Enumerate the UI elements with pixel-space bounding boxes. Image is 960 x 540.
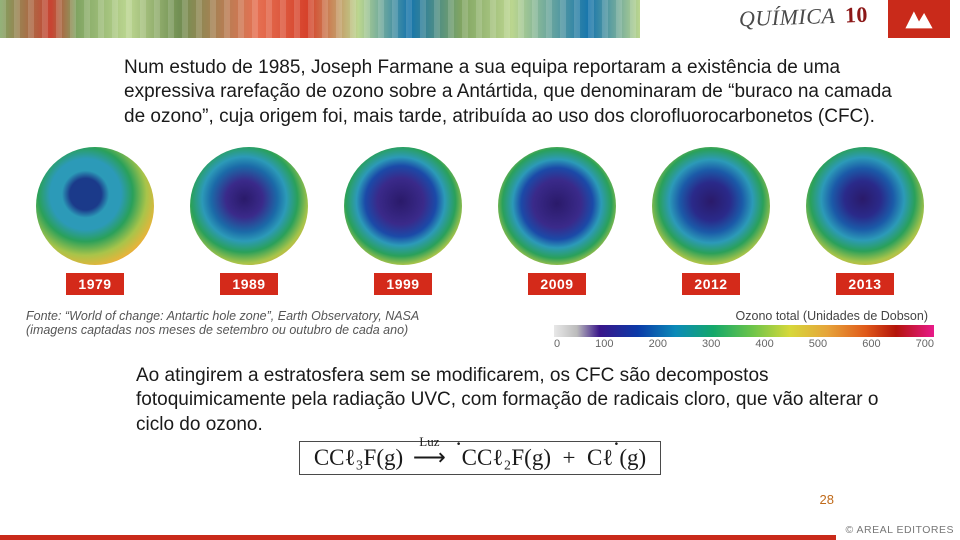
globe-column: 2013	[796, 147, 934, 295]
ozone-globe-row: 1979 1989 1999 2009 2012 2013	[0, 129, 960, 301]
scale-tick: 0	[554, 338, 560, 350]
ozone-globe	[652, 147, 770, 265]
ozone-globe	[36, 147, 154, 265]
formula-arrow-label: Luz	[419, 434, 439, 450]
scale-tick: 600	[862, 338, 880, 350]
globe-column: 2012	[642, 147, 780, 295]
paragraph-bottom: Ao atingirem a estratosfera sem se modif…	[136, 364, 908, 437]
slide-footer: © AREAL EDITORES	[0, 518, 960, 540]
globe-column: 1989	[180, 147, 318, 295]
header-title-number: 10	[845, 2, 869, 28]
footer-credit: © AREAL EDITORES	[845, 524, 954, 536]
caption-row: Fonte: “World of change: Antartic hole z…	[0, 301, 960, 350]
year-tag: 2012	[682, 273, 739, 295]
scale-tick: 500	[809, 338, 827, 350]
footer-bar	[0, 535, 836, 540]
formula-product1: CCℓ₂F(g)	[462, 445, 551, 470]
globe-column: 1999	[334, 147, 472, 295]
globe-column: 2009	[488, 147, 626, 295]
scale-tick: 200	[649, 338, 667, 350]
ozone-globe	[806, 147, 924, 265]
globe-column: 1979	[26, 147, 164, 295]
formula-arrow: Luz ⟶	[413, 445, 446, 471]
formula-row: CCℓ₃F(g) Luz ⟶ ˙CCℓ₂F(g) + Cℓ˙(g)	[0, 437, 960, 475]
ozone-globe	[344, 147, 462, 265]
slide-header: QUÍMICA 10	[0, 0, 960, 38]
ozone-scale: Ozono total (Unidades de Dobson) 0 100 200…	[554, 309, 934, 350]
formula-reactant: CCℓ₃F(g)	[314, 445, 403, 470]
radical-dot-1: ˙	[456, 439, 462, 459]
scale-tick: 400	[755, 338, 773, 350]
year-tag: 1999	[374, 273, 431, 295]
year-tag: 1979	[66, 273, 123, 295]
year-tag: 2009	[528, 273, 585, 295]
logo-icon	[902, 6, 936, 32]
formula-product2-tail: (g)	[619, 445, 646, 470]
scale-title: Ozono total (Unidades de Dobson)	[554, 309, 934, 323]
scale-tick: 300	[702, 338, 720, 350]
header-decoration	[0, 0, 640, 38]
caption-source-line1: Fonte: “World of change: Antartic hole z…	[26, 309, 419, 323]
publisher-logo	[888, 0, 950, 38]
ozone-globe	[190, 147, 308, 265]
paragraph-top: Num estudo de 1985, Joseph Farmane a sua…	[124, 56, 908, 129]
scale-ticks: 0 100 200 300 400 500 600 700	[554, 338, 934, 350]
scale-tick: 100	[595, 338, 613, 350]
content-bottom: Ao atingirem a estratosfera sem se modif…	[0, 350, 960, 437]
chemical-formula: CCℓ₃F(g) Luz ⟶ ˙CCℓ₂F(g) + Cℓ˙(g)	[299, 441, 661, 475]
formula-product2: Cℓ	[587, 445, 613, 470]
page-number: 28	[820, 492, 834, 507]
caption-source-line2: (imagens captadas nos meses de setembro …	[26, 323, 419, 337]
caption-source: Fonte: “World of change: Antartic hole z…	[26, 309, 419, 337]
content-top: Num estudo de 1985, Joseph Farmane a sua…	[0, 38, 960, 129]
radical-dot-2: ˙	[613, 439, 619, 459]
year-tag: 1989	[220, 273, 277, 295]
ozone-globe	[498, 147, 616, 265]
header-title-text: QUÍMICA	[739, 3, 836, 31]
header-title: QUÍMICA 10	[739, 2, 869, 32]
scale-bar	[554, 325, 934, 337]
scale-tick: 700	[916, 338, 934, 350]
year-tag: 2013	[836, 273, 893, 295]
